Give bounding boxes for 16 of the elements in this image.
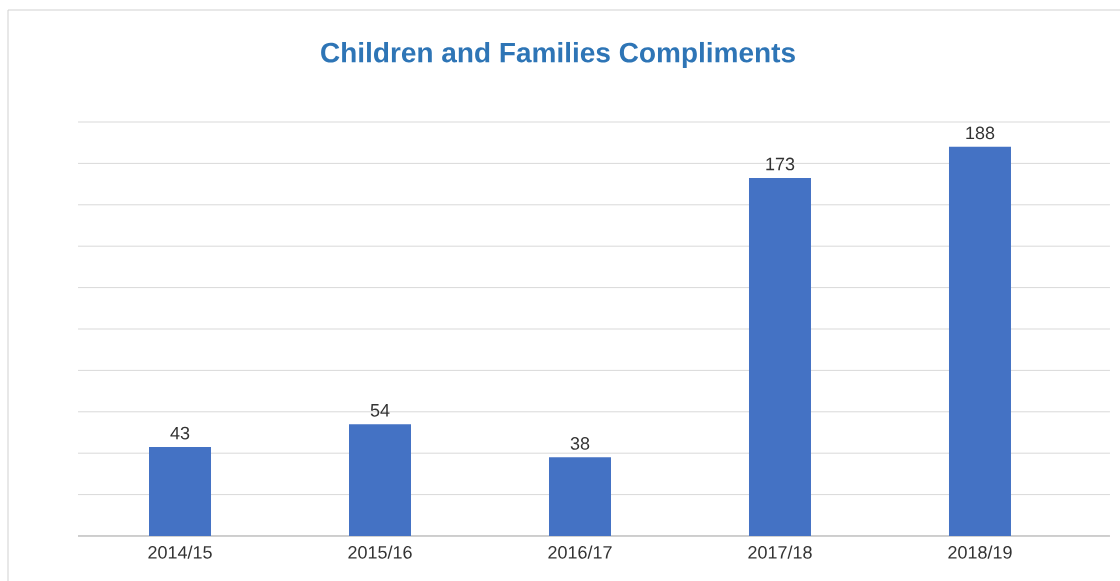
data-label: 38 — [570, 437, 590, 450]
data-label: 173 — [766, 157, 795, 171]
data-label: 43 — [170, 426, 190, 440]
bar — [948, 146, 1011, 536]
x-tick-label: 2018/19 — [948, 545, 1012, 559]
bar — [149, 446, 212, 536]
bar — [349, 424, 411, 536]
chart-title: Children and Families Compliments — [321, 41, 795, 69]
bar — [549, 457, 611, 536]
x-tick-label: 2014/15 — [148, 545, 212, 559]
x-tick-label: 2015/16 — [348, 545, 412, 559]
data-label: 54 — [370, 404, 390, 417]
data-label: 188 — [966, 126, 995, 140]
bar — [748, 177, 811, 536]
x-tick-label: 2017/18 — [748, 545, 812, 559]
x-tick-label: 2016/17 — [548, 545, 612, 559]
